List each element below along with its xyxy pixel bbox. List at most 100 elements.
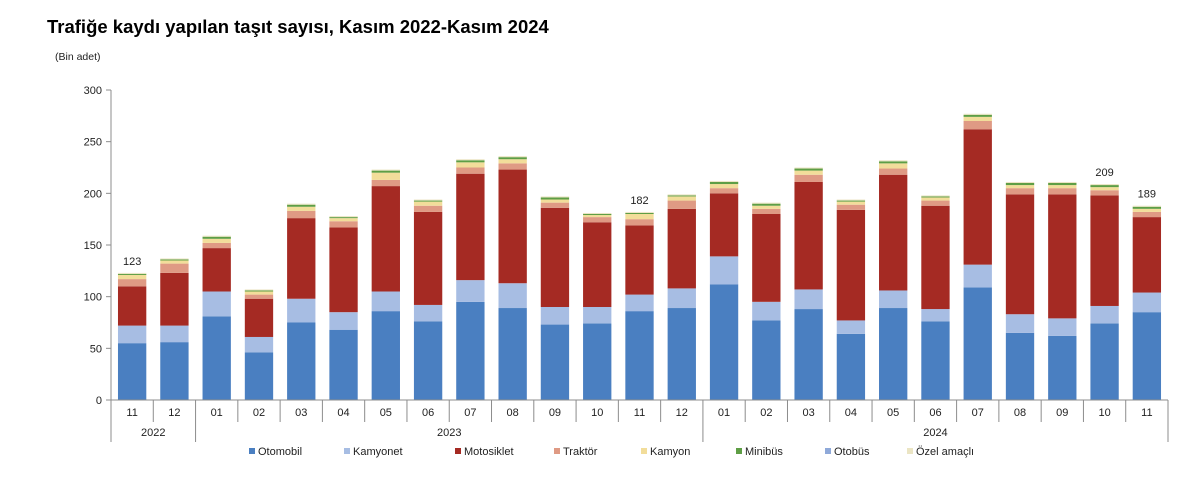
bar-segment-kamyonet: [117, 325, 147, 344]
bar-segment-kamyonet: [287, 298, 316, 323]
bar-segment-minib-s: [1005, 183, 1035, 186]
bar-segment--zel-ama-l-: [1132, 205, 1162, 207]
legend-item: Otobüs: [825, 446, 870, 458]
chart-title: Trafiğe kaydı yapılan taşıt sayısı, Kası…: [47, 16, 549, 37]
bar-segment-minib-s: [329, 217, 358, 219]
bar-segment-motosiklet: [202, 248, 231, 292]
bar-segment-motosiklet: [963, 129, 992, 265]
bar-segment-minib-s: [1048, 183, 1077, 186]
bar-segment-kamyon: [117, 274, 147, 280]
bar-segment-motosiklet: [921, 205, 950, 310]
bar-segment-kamyonet: [160, 325, 189, 343]
x-tick-label: 09: [549, 407, 561, 419]
legend-label: Traktör: [563, 446, 598, 458]
bar-segment-otomobil: [752, 320, 781, 400]
bar-segment-otomobil: [329, 329, 358, 400]
bar-segment-trakt-r: [1132, 211, 1162, 218]
bar-segment-kamyonet: [752, 301, 781, 321]
bar-segment--zel-ama-l-: [498, 156, 527, 158]
bar-segment-otomobil: [583, 323, 612, 400]
bar-segment-motosiklet: [287, 218, 316, 299]
x-tick-label: 02: [760, 407, 772, 419]
year-label: 2023: [437, 427, 461, 439]
bar-segment-motosiklet: [117, 286, 147, 326]
bar-segment-kamyon: [879, 163, 908, 169]
bar-segment-motosiklet: [244, 298, 274, 337]
x-tick-label: 08: [507, 407, 519, 419]
bar-segment-trakt-r: [1090, 190, 1119, 196]
bar-segment-trakt-r: [1005, 188, 1035, 195]
bar-segment-motosiklet: [371, 186, 400, 292]
bar-segment--zel-ama-l-: [963, 113, 992, 115]
bar-segment-trakt-r: [160, 263, 189, 273]
bar-segment-motosiklet: [1132, 217, 1162, 293]
bar-segment--zel-ama-l-: [244, 289, 274, 291]
bar-segment-motosiklet: [413, 211, 443, 305]
bar-segment-motosiklet: [583, 222, 612, 307]
bar-segment-kamyonet: [1132, 292, 1162, 313]
bar-segment-kamyon: [836, 201, 866, 205]
bar-segment-motosiklet: [160, 272, 189, 326]
x-tick-label: 08: [1014, 407, 1026, 419]
bar-segment-minib-s: [1132, 206, 1162, 209]
x-tick-label: 11: [1141, 407, 1152, 419]
legend-item: Otomobil: [249, 446, 302, 458]
legend-swatch: [344, 448, 350, 454]
bar-segment-minib-s: [709, 181, 739, 185]
bar-segment-minib-s: [752, 203, 781, 206]
bar-segment--zel-ama-l-: [540, 196, 570, 198]
x-tick-label: 01: [718, 407, 730, 419]
bar-segment-kamyonet: [921, 309, 950, 322]
legend-item: Kamyon: [641, 446, 690, 458]
bar-segment-kamyonet: [963, 264, 992, 288]
bar-segment-motosiklet: [498, 169, 527, 284]
bar-segment-trakt-r: [583, 217, 612, 223]
bar-segment-kamyonet: [540, 307, 570, 325]
bar-segment-otomobil: [879, 308, 908, 400]
bar-segment-minib-s: [244, 290, 274, 292]
bar-segment--zel-ama-l-: [794, 167, 823, 169]
legend-item: Özel amaçlı: [907, 446, 974, 458]
bar-segment-minib-s: [456, 160, 485, 163]
bar-segment-trakt-r: [921, 200, 950, 206]
bar-segment-motosiklet: [1005, 194, 1035, 315]
x-tick-label: 03: [802, 407, 814, 419]
bar-segment-minib-s: [287, 204, 316, 207]
legend-item: Kamyonet: [344, 446, 403, 458]
bar-segment-kamyonet: [667, 288, 696, 309]
bar-segment-otomobil: [667, 308, 696, 400]
bar-segment-minib-s: [667, 195, 696, 197]
legend-label: Motosiklet: [464, 446, 514, 458]
x-tick-label: 12: [168, 407, 180, 419]
bar-segment-motosiklet: [456, 173, 485, 281]
bar-segment-motosiklet: [794, 181, 823, 290]
legend-swatch: [907, 448, 913, 454]
bar-segment-trakt-r: [202, 242, 231, 249]
bar-segment-kamyonet: [879, 290, 908, 309]
x-tick-label: 03: [295, 407, 307, 419]
bar-segment-kamyon: [160, 260, 189, 264]
bar-segment-minib-s: [540, 197, 570, 200]
bar-segment-minib-s: [371, 170, 400, 173]
bar-segment-otomobil: [540, 324, 570, 400]
bar-segment-kamyon: [1090, 187, 1119, 191]
bar-segment-kamyon: [287, 206, 316, 211]
bar-segment-otomobil: [498, 308, 527, 400]
bar-segment-trakt-r: [413, 205, 443, 212]
x-tick-label: 10: [591, 407, 603, 419]
bar-segment-trakt-r: [709, 188, 739, 194]
bar-segment-minib-s: [160, 259, 189, 261]
bar-segment--zel-ama-l-: [160, 258, 189, 260]
legend-swatch: [554, 448, 560, 454]
bar-segment-kamyon: [244, 291, 274, 295]
bar-segment-minib-s: [794, 168, 823, 171]
bar-segment--zel-ama-l-: [117, 272, 147, 274]
x-tick-label: 07: [972, 407, 984, 419]
legend-item: Traktör: [554, 446, 598, 458]
bar-segment-kamyon: [371, 172, 400, 180]
bar-segment-otomobil: [921, 321, 950, 400]
x-tick-label: 05: [380, 407, 392, 419]
x-tick-label: 01: [211, 407, 223, 419]
bar-segment-trakt-r: [540, 202, 570, 208]
bar-segment-minib-s: [583, 214, 612, 216]
